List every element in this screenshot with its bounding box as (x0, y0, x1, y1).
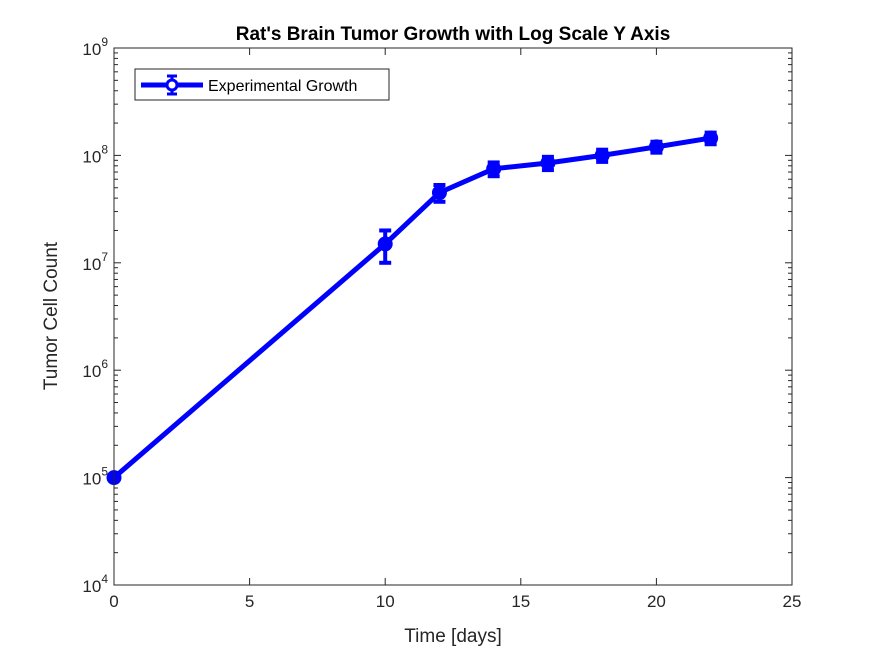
y-tick-label: 107 (82, 250, 108, 274)
legend-series-symbol (141, 74, 203, 96)
y-tick-label: 104 (82, 572, 108, 596)
x-tick-label: 10 (376, 592, 395, 611)
legend: Experimental Growth (134, 68, 390, 101)
legend-entry-label: Experimental Growth (208, 78, 357, 95)
plot-frame (113, 47, 793, 586)
y-tick-label: 108 (82, 142, 108, 166)
series-layer (106, 130, 719, 486)
x-tick-label: 5 (245, 592, 254, 611)
legend-marker (165, 78, 179, 92)
y-tick-label: 109 (82, 35, 108, 59)
chart-title: Rat's Brain Tumor Growth with Log Scale … (236, 24, 671, 45)
data-point (540, 155, 556, 171)
y-axis-label: Tumor Cell Count (41, 241, 62, 390)
y-tick-label: 106 (82, 357, 108, 381)
data-point (594, 147, 610, 163)
x-tick-label: 20 (647, 592, 666, 611)
series-line (111, 135, 714, 481)
x-tick-label: 15 (511, 592, 530, 611)
data-point (703, 130, 719, 146)
x-axis-label: Time [days] (404, 626, 502, 647)
data-point (486, 161, 502, 177)
data-point (377, 236, 393, 252)
x-tick-label: 25 (783, 592, 802, 611)
tick-layer: 0 5 10 15 20 25 104 105 106 107 108 109 (82, 35, 801, 611)
y-tick-label: 105 (82, 465, 108, 489)
data-point (431, 185, 447, 201)
data-point (648, 139, 664, 155)
x-tick-label: 0 (109, 592, 118, 611)
plot-area-background (114, 48, 792, 585)
